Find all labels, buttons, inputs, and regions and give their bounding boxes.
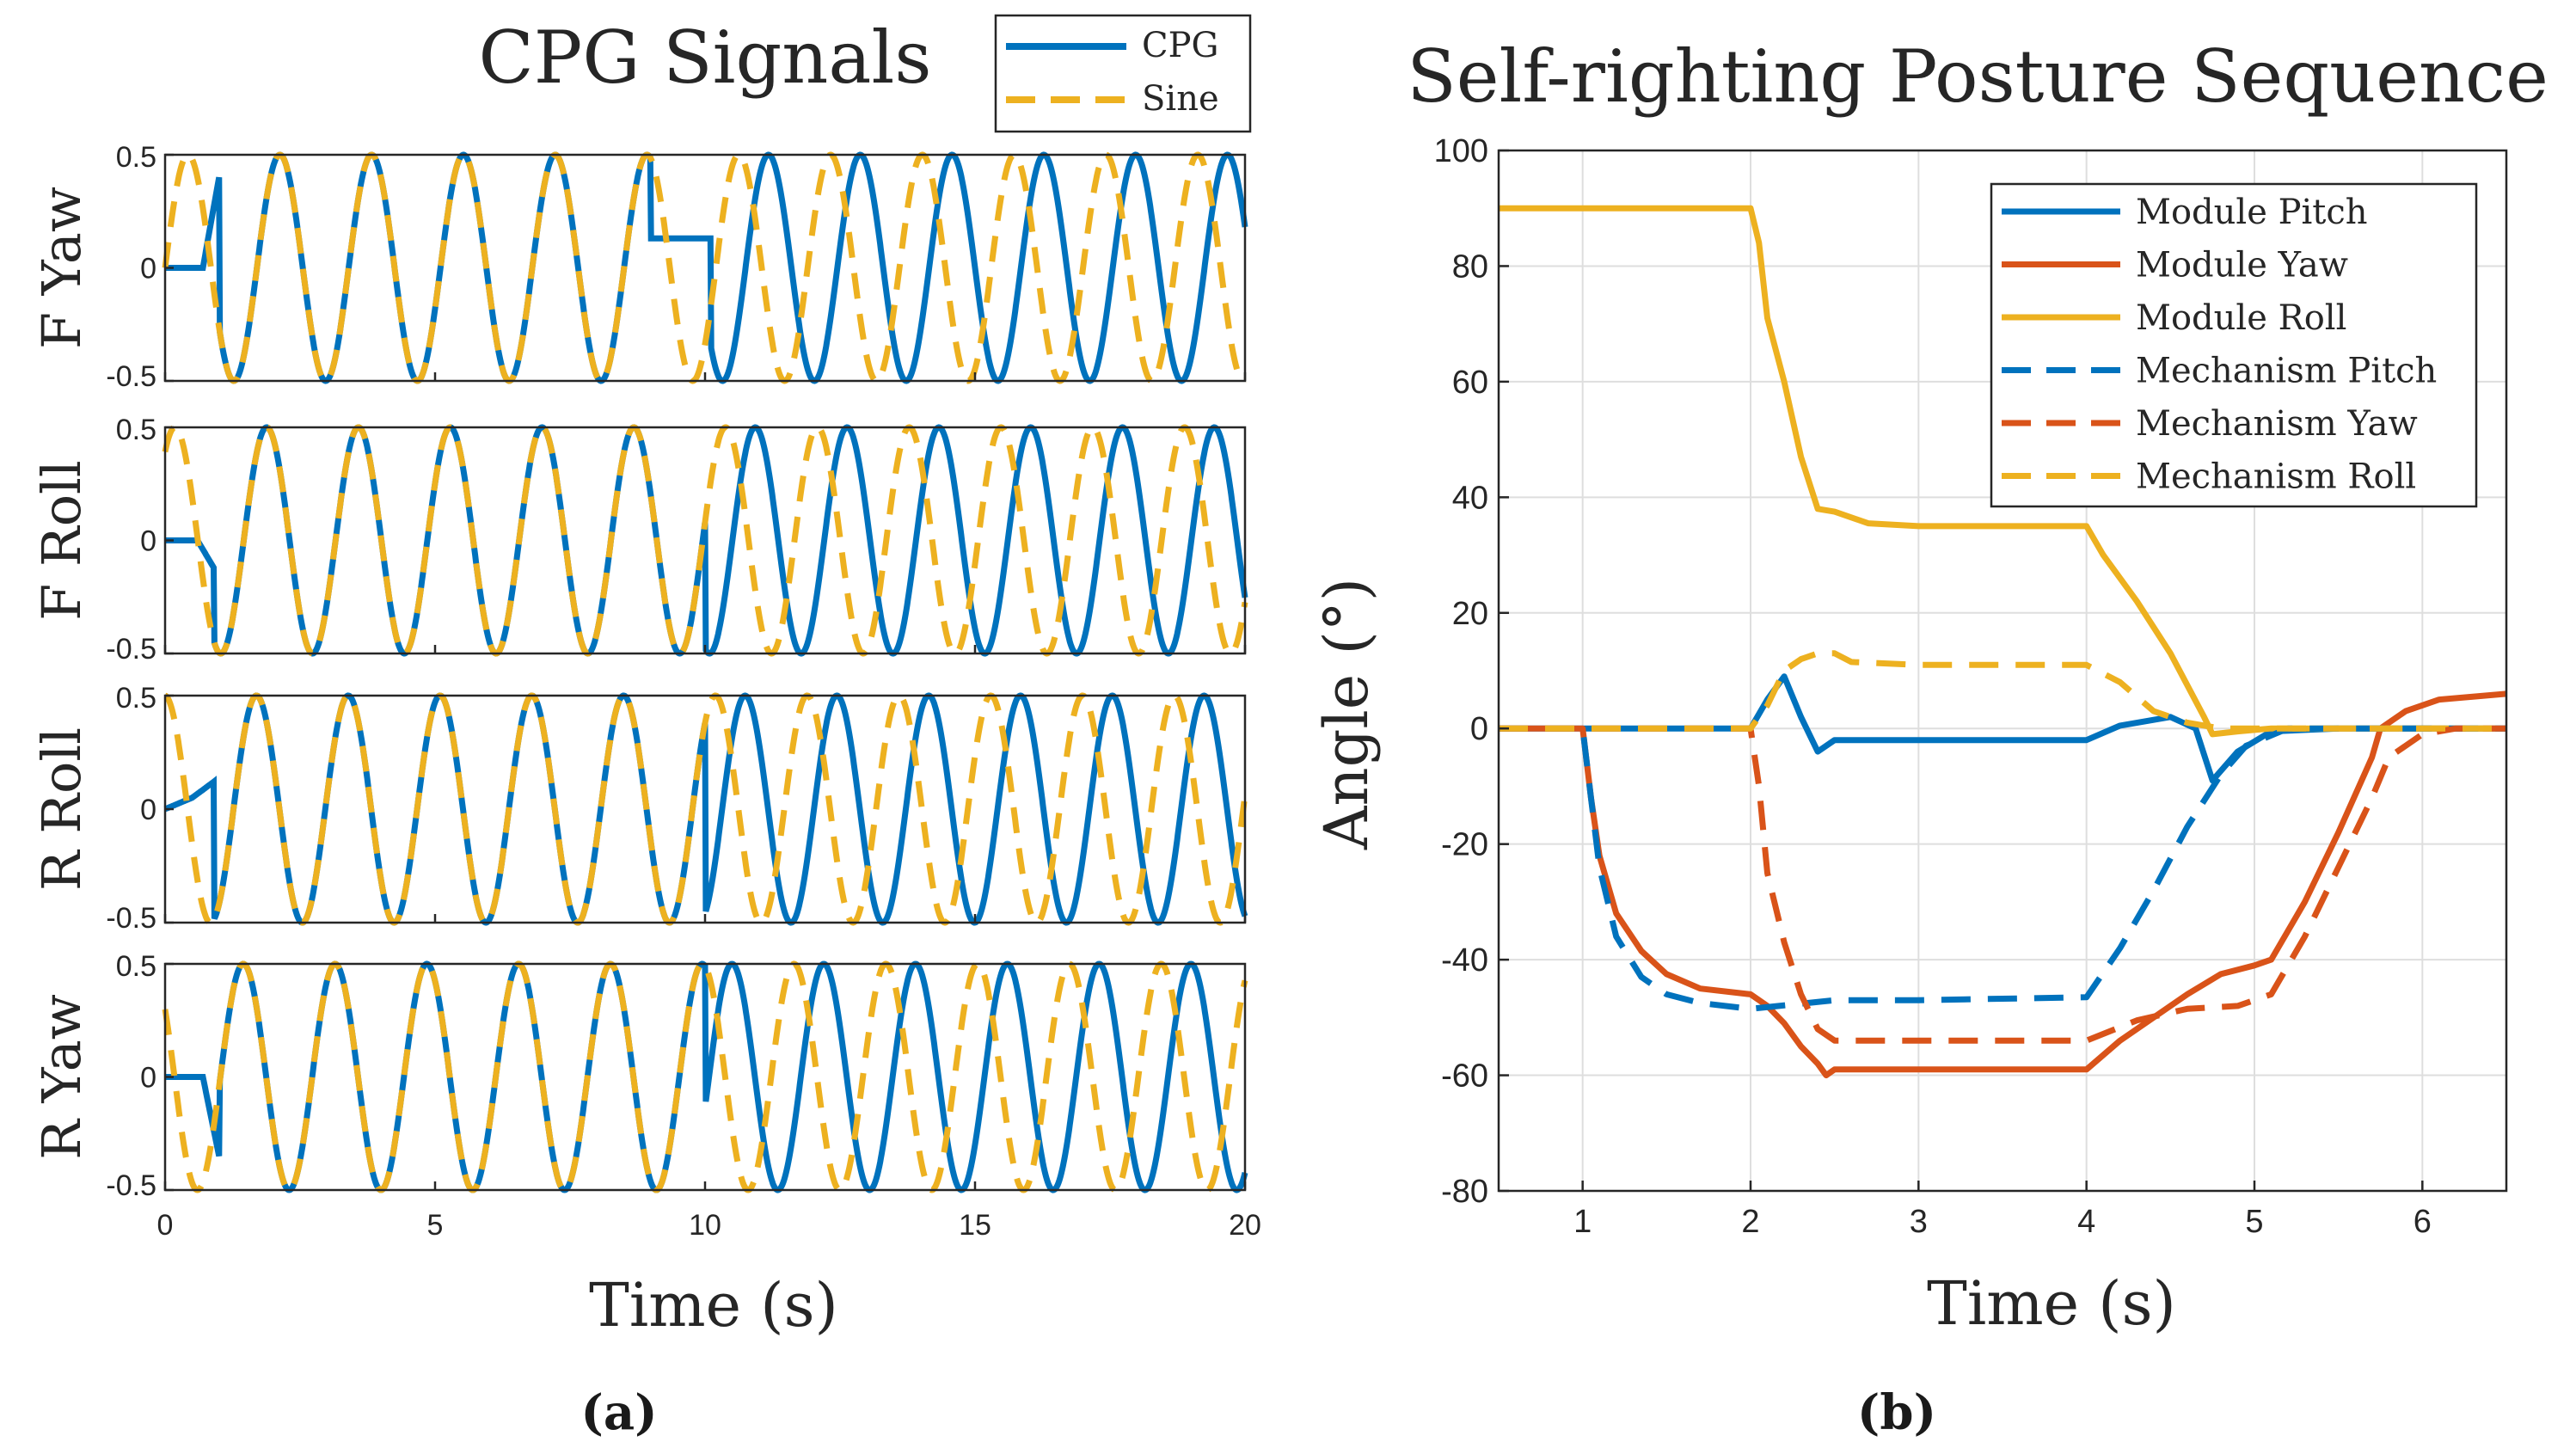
chart-b-xtick-label: 5: [2245, 1204, 2263, 1240]
chart-b-ytick-label: 20: [1452, 596, 1488, 632]
subplot-f-yaw-series-sine: [162, 151, 1247, 384]
chart-b-y-axis-label: Angle (°): [1311, 578, 1382, 850]
chart-b-frame: [1497, 149, 2508, 1193]
chart-b-xtick-label: 3: [1910, 1204, 1928, 1240]
chart-b-x-axis-label: Time (s): [1927, 1268, 2176, 1339]
subplot-f-roll-ytick-label: 0: [140, 525, 156, 558]
subplot-r-roll-ytick-label: 0: [140, 794, 156, 826]
subplot-f-roll-y-label: F Roll: [30, 460, 93, 620]
chart-b-ytick-label: -60: [1441, 1058, 1488, 1095]
subplot-r-roll-y-label: R Roll: [30, 727, 93, 891]
subplot-r-roll-series-sine: [163, 692, 1248, 926]
chart-b-series-mechanism-yaw: [1499, 725, 2506, 1044]
subplot-f-roll-ytick-label: 0.5: [116, 414, 156, 446]
chart-b-posture-sequence: Self-righting Posture Sequence 1 2 3 4 5 6 -80…: [1311, 34, 2548, 1441]
chart-b-ytick-label: 60: [1452, 365, 1488, 401]
chart-a-xtick-label: 15: [959, 1209, 991, 1242]
subplot-f-roll-series-sine: [162, 424, 1248, 657]
chart-a-title: CPG Signals: [479, 15, 932, 100]
chart-a-legend-label-cpg: CPG: [1142, 26, 1218, 65]
chart-a-xtick-label: 10: [689, 1209, 721, 1242]
chart-b-legend-label-mechanism-pitch: Mechanism Pitch: [2136, 352, 2437, 391]
subplot-r-yaw: 0.5 0 -0.5 R Yaw: [30, 950, 1248, 1202]
chart-b-series-mechanism-roll: [1499, 650, 2506, 732]
chart-b-legend-label-module-yaw: Module Yaw: [2136, 246, 2348, 285]
chart-b-ytick-label: 40: [1452, 480, 1488, 516]
subplot-r-yaw-ytick-label: 0: [140, 1062, 156, 1095]
chart-b-series-module-yaw: [1499, 690, 2507, 1079]
chart-a-x-axis-label: Time (s): [589, 1270, 838, 1341]
chart-a-panel-label: (a): [580, 1384, 657, 1441]
chart-b-ytick-label: -40: [1441, 942, 1488, 979]
chart-b-legend-label-module-roll: Module Roll: [2136, 298, 2346, 338]
chart-b-ytick-label: -20: [1441, 827, 1488, 863]
chart-b-ytick-label: 0: [1470, 711, 1488, 747]
chart-a-legend-label-sine: Sine: [1142, 79, 1219, 119]
subplot-r-yaw-series-sine: [162, 960, 1248, 1193]
chart-a-x-axis: 0 5 10 15 20: [157, 1209, 1261, 1242]
subplot-f-roll-ytick-label: -0.5: [106, 633, 156, 666]
chart-a-legend-box: [994, 14, 1252, 133]
chart-b-ytick-label: -80: [1441, 1174, 1488, 1210]
chart-b-xtick-label: 1: [1573, 1204, 1592, 1240]
subplot-f-yaw-series-cpg: [165, 151, 1248, 384]
chart-a-xtick-label: 5: [427, 1209, 444, 1242]
chart-b-legend-label-mechanism-yaw: Mechanism Yaw: [2136, 404, 2418, 444]
subplot-r-roll-ytick-label: -0.5: [106, 902, 156, 935]
subplot-f-yaw-ytick-label: 0.5: [116, 141, 156, 174]
chart-b-axes: 1 2 3 4 5 6 -80 -60 -40 -20 0 20 40 60 80 100: [1434, 133, 2508, 1240]
subplot-r-roll: 0.5 0 -0.5 R Roll: [30, 682, 1248, 935]
subplot-f-yaw-ytick-label: 0: [140, 253, 156, 285]
subplot-r-yaw-y-label: R Yaw: [30, 994, 93, 1160]
chart-b-ytick-label: 80: [1452, 248, 1488, 285]
chart-b-series: [1499, 205, 2507, 1079]
chart-b-series-module-roll: [1499, 205, 2506, 738]
chart-b-legend-box: [1990, 182, 2478, 508]
subplot-r-roll-ytick-label: 0.5: [116, 682, 156, 715]
subplot-r-yaw-ytick-label: -0.5: [106, 1169, 156, 1202]
chart-b-panel-label: (b): [1857, 1384, 1936, 1441]
chart-a-subplots: 0.5 0 -0.5 F Yaw 0.5 0 -0.5 F Roll 0.5 0 -0.5 R Rol…: [30, 141, 1248, 1202]
chart-b-title: Self-righting Posture Sequence: [1407, 34, 2548, 119]
subplot-f-roll: 0.5 0 -0.5 F Roll: [30, 414, 1248, 666]
subplot-r-yaw-ytick-label: 0.5: [116, 950, 156, 983]
subplot-f-yaw: 0.5 0 -0.5 F Yaw: [30, 141, 1248, 393]
chart-a-legend: CPG Sine: [994, 14, 1252, 133]
chart-b-legend-label-module-pitch: Module Pitch: [2136, 193, 2368, 232]
chart-b-xtick-label: 6: [2413, 1204, 2432, 1240]
subplot-f-yaw-y-label: F Yaw: [30, 187, 93, 349]
chart-a-xtick-label: 20: [1229, 1209, 1261, 1242]
chart-a-xtick-label: 0: [157, 1209, 174, 1242]
chart-b-xtick-label: 4: [2077, 1204, 2095, 1240]
chart-b-legend: Module Pitch Module Yaw Module Roll Mechani…: [1990, 182, 2478, 508]
chart-b-legend-label-mechanism-roll: Mechanism Roll: [2136, 457, 2416, 497]
chart-b-ytick-label: 100: [1434, 133, 1488, 169]
subplot-f-yaw-ytick-label: -0.5: [106, 360, 156, 393]
chart-b-xtick-label: 2: [1741, 1204, 1759, 1240]
